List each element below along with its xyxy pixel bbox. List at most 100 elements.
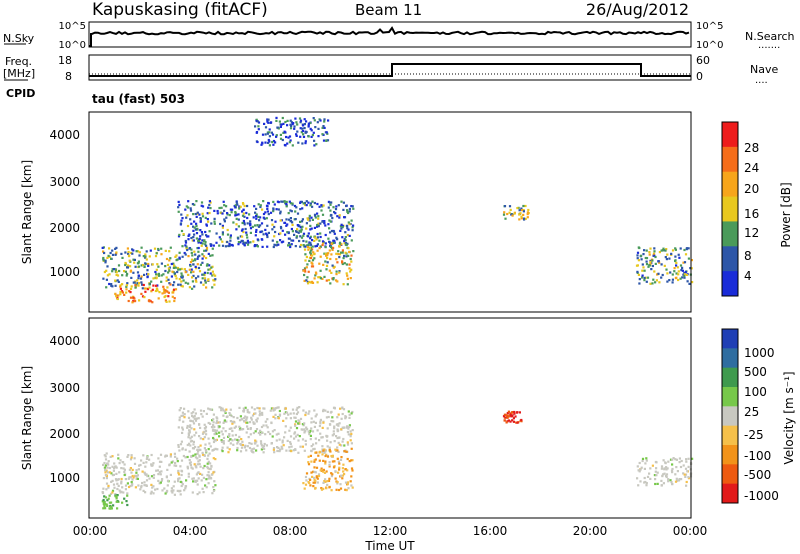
echo-cell [212, 279, 215, 282]
echo-cell [281, 229, 284, 232]
echo-cell [326, 427, 329, 430]
echo-cell [350, 484, 353, 487]
echo-cell [188, 268, 191, 271]
echo-cell [164, 454, 167, 457]
echo-cell [664, 249, 667, 252]
echo-cell [295, 236, 298, 239]
echo-cell [307, 481, 310, 484]
echo-cell [687, 247, 690, 250]
echo-cell [174, 288, 178, 291]
echo-cell [156, 287, 159, 291]
nsky-right-tick-top: 10^5 [696, 21, 723, 32]
echo-cell [108, 247, 111, 250]
echo-cell [194, 453, 197, 456]
echo-cell [301, 129, 304, 133]
echo-cell [188, 431, 191, 434]
echo-cell [309, 484, 312, 487]
echo-cell [338, 216, 341, 219]
echo-cell [212, 273, 215, 276]
echo-cell [256, 444, 259, 447]
echo-cell [288, 429, 291, 432]
echo-cell [148, 283, 151, 286]
echo-cell [317, 215, 320, 218]
nsky-strip: N.Sky 10^5 10^0 10^5 10^0 N.Search .....… [3, 21, 795, 51]
echo-cell [165, 257, 169, 261]
echo-cell [346, 277, 349, 280]
echo-cell [269, 211, 273, 214]
echo-cell [228, 434, 231, 438]
echo-cell [136, 271, 140, 274]
echo-cell [254, 430, 257, 433]
echo-cell [207, 407, 210, 410]
echo-cell [203, 271, 206, 274]
echo-cell [509, 208, 512, 211]
echo-cell [288, 446, 291, 449]
echo-cell [205, 244, 208, 247]
echo-cell [195, 222, 198, 225]
echo-cell [241, 443, 244, 447]
echo-cell [233, 426, 236, 429]
echo-cell [261, 411, 264, 414]
freq-strip: Freq. [MHz] CPID 18 8 60 0 Nave .... tau… [3, 54, 778, 106]
echo-cell [325, 453, 328, 456]
echo-cell [180, 440, 183, 443]
power-cb-tick-12: 12 [744, 226, 759, 240]
echo-cell [195, 215, 198, 218]
echo-cell [159, 453, 163, 456]
echo-cell [104, 259, 107, 262]
echo-cell [169, 257, 172, 260]
echo-cell [130, 251, 133, 254]
echo-cell [208, 200, 211, 203]
echo-cell [222, 421, 225, 424]
echo-cell [205, 246, 209, 249]
echo-cell [229, 236, 232, 239]
echo-cell [242, 242, 245, 245]
echo-cell [132, 281, 135, 284]
echo-cell [319, 432, 322, 435]
echo-cell [110, 505, 113, 508]
echo-cell [294, 424, 297, 427]
echo-cell [326, 132, 329, 135]
echo-cell [103, 500, 106, 504]
echo-cell [326, 480, 329, 483]
echo-cell [120, 290, 124, 293]
echo-cell [254, 439, 257, 442]
echo-cell [299, 119, 303, 122]
echo-cell [131, 468, 134, 471]
echo-cell [325, 268, 328, 271]
colorbar-cell [722, 367, 738, 388]
echo-cell [311, 134, 314, 137]
colorbar-cell [722, 246, 738, 272]
echo-cell [648, 264, 651, 267]
echo-cell [322, 241, 325, 245]
echo-cell [348, 416, 351, 419]
echo-cell [193, 220, 196, 223]
echo-cell [640, 466, 643, 469]
echo-cell [324, 462, 327, 465]
echo-cell [201, 273, 204, 276]
echo-cell [105, 469, 108, 472]
echo-cell [126, 492, 129, 495]
echo-cell [178, 416, 181, 419]
echo-cell [197, 450, 200, 453]
echo-cell [201, 257, 204, 260]
echo-cell [243, 223, 246, 226]
echo-cell [128, 290, 131, 293]
echo-cell [137, 260, 140, 263]
echo-cell [124, 251, 127, 254]
echo-cell [505, 421, 508, 424]
echo-cell [264, 141, 267, 144]
echo-cell [183, 251, 186, 255]
echo-cell [344, 488, 347, 491]
echo-cell [218, 406, 221, 409]
echo-cell [180, 414, 183, 417]
echo-cell [292, 239, 295, 242]
echo-cell [172, 291, 175, 294]
echo-cell [351, 486, 354, 489]
echo-cell [679, 277, 682, 280]
echo-cell [201, 277, 204, 280]
echo-cell [137, 468, 140, 471]
echo-cell [211, 270, 214, 273]
power-colorbar: 28 24 20 16 12 8 4 Power [dB] [721, 121, 793, 297]
echo-cell [288, 449, 291, 452]
